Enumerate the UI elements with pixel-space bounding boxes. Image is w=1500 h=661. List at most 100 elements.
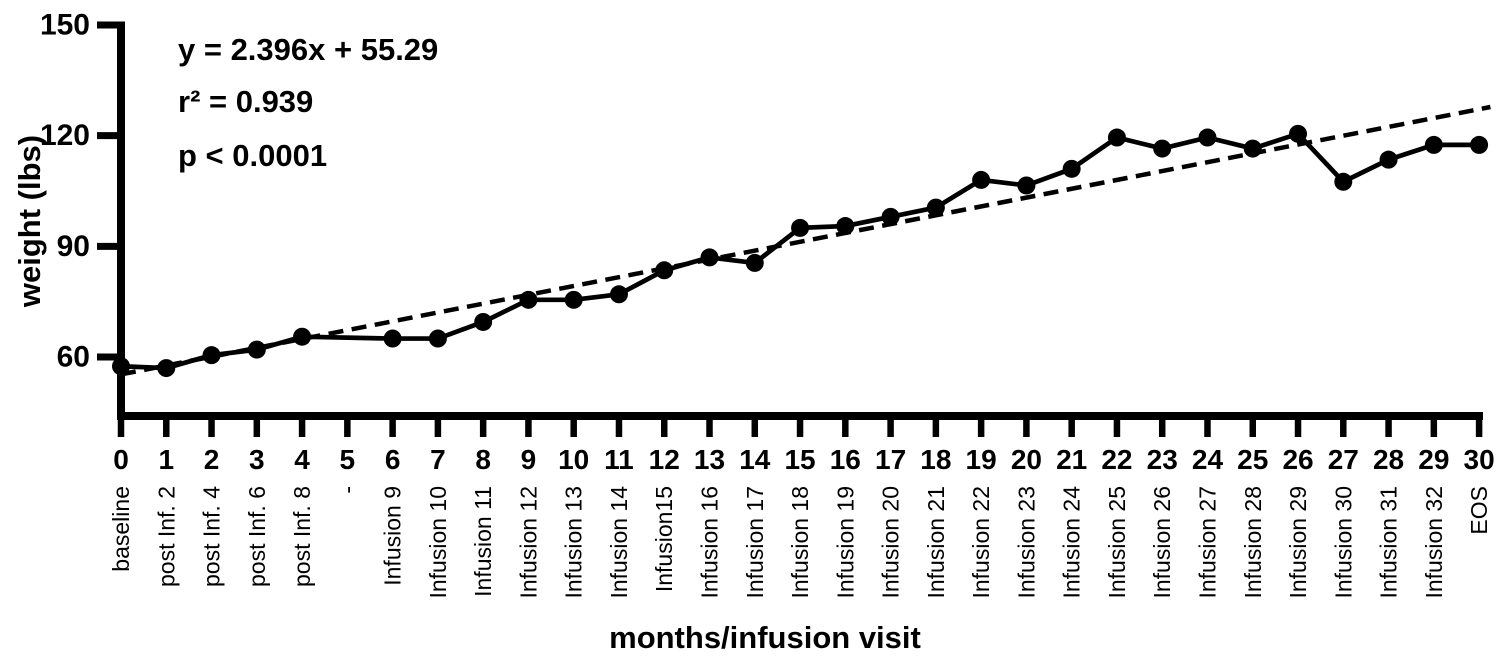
data-point: [157, 359, 176, 378]
data-point: [1107, 128, 1126, 147]
data-point: [791, 218, 810, 237]
y-axis-title: weight (lbs): [12, 135, 47, 308]
x-month-label: 4: [294, 444, 310, 475]
data-point: [428, 329, 447, 348]
x-visit-label: Infusion 11: [470, 486, 496, 597]
x-month-label: 21: [1056, 444, 1087, 475]
y-tick-label: 120: [40, 119, 90, 152]
x-visit-label: Infusion 9: [380, 486, 406, 586]
data-point: [1062, 159, 1081, 178]
data-point: [700, 248, 719, 267]
x-month-label: 25: [1237, 444, 1268, 475]
y-tick-label: 150: [40, 8, 90, 41]
x-month-label: 10: [558, 444, 589, 475]
x-visit-label: Infusion 23: [1013, 486, 1039, 599]
x-month-label: 19: [966, 444, 997, 475]
data-point: [836, 217, 855, 236]
data-point: [383, 329, 402, 348]
x-visit-label: Infusion 22: [968, 486, 994, 599]
data-point: [881, 207, 900, 226]
x-month-label: 29: [1418, 444, 1449, 475]
x-visit-label: post Inf. 6: [244, 486, 270, 587]
x-visit-label: Infusion 17: [742, 486, 768, 599]
x-visit-label: Infusion 29: [1285, 486, 1311, 599]
x-visit-label: Infusion 19: [832, 486, 858, 599]
x-month-label: 2: [204, 444, 220, 475]
x-visit-label: Infusion 10: [425, 486, 451, 599]
data-point: [745, 253, 764, 272]
x-month-label: 12: [649, 444, 680, 475]
x-month-label: 13: [694, 444, 725, 475]
x-visit-label: Infusion 25: [1104, 486, 1130, 599]
data-point: [1153, 139, 1172, 158]
x-month-label: 20: [1011, 444, 1042, 475]
data-point: [1334, 172, 1353, 191]
data-point: [1243, 139, 1262, 158]
data-point: [1470, 135, 1489, 154]
data-point: [1379, 150, 1398, 169]
x-visit-label: Infusion 20: [878, 486, 904, 599]
x-visit-label: post Inf. 8: [289, 486, 315, 587]
data-point: [609, 285, 628, 304]
data-point: [1424, 135, 1443, 154]
data-point: [247, 340, 266, 359]
x-month-label: 27: [1328, 444, 1359, 475]
data-point: [1289, 124, 1308, 143]
x-month-label: 1: [158, 444, 174, 475]
x-visit-label: Infusion 18: [787, 486, 813, 599]
x-month-label: 22: [1101, 444, 1132, 475]
x-visit-label: Infusion 21: [923, 486, 949, 599]
x-month-label: 7: [430, 444, 446, 475]
x-month-label: 30: [1464, 444, 1495, 475]
p-value-label: p < 0.0001: [178, 138, 327, 173]
data-point: [1017, 176, 1036, 195]
x-month-label: 14: [739, 444, 771, 475]
x-month-label: 24: [1192, 444, 1224, 475]
data-point: [564, 290, 583, 309]
x-month-label: 8: [475, 444, 491, 475]
x-visit-label: Infusion 26: [1149, 486, 1175, 599]
trend-line: [120, 104, 1491, 377]
x-month-label: 6: [385, 444, 401, 475]
regression-equation-label: y = 2.396x + 55.29: [178, 32, 438, 67]
x-visit-label: Infusion 14: [606, 486, 632, 599]
x-axis-title: months/infusion visit: [609, 620, 921, 655]
data-point: [926, 198, 945, 217]
x-visit-label: Infusion 27: [1194, 486, 1220, 599]
x-visit-label: Infusion15: [651, 486, 677, 592]
x-visit-label: baseline: [108, 486, 134, 572]
x-visit-label: Infusion 30: [1330, 486, 1356, 599]
data-point: [1198, 128, 1217, 147]
x-visit-label: post Inf. 2: [153, 486, 179, 587]
x-month-label: 16: [830, 444, 861, 475]
data-point: [655, 261, 674, 280]
x-month-label: 26: [1282, 444, 1313, 475]
x-visit-label: Infusion 16: [697, 486, 723, 599]
x-month-label: 0: [113, 444, 129, 475]
data-point: [519, 290, 538, 309]
x-visit-label: Infusion 13: [561, 486, 587, 599]
x-month-label: 5: [340, 444, 356, 475]
x-month-label: 3: [249, 444, 265, 475]
y-tick-label: 90: [57, 230, 90, 263]
weight-data-series: [112, 124, 1489, 378]
data-point: [972, 170, 991, 189]
x-visit-label: -: [334, 486, 360, 494]
data-point: [474, 312, 493, 331]
data-point: [112, 357, 130, 376]
x-month-label: 9: [521, 444, 537, 475]
x-visit-label: EOS: [1466, 486, 1492, 535]
x-month-label: 23: [1147, 444, 1178, 475]
x-month-label: 17: [875, 444, 906, 475]
x-axis-visit-labels: baseline post Inf. 2 post Inf. 4 post Inf. …: [108, 486, 1492, 599]
x-axis-month-labels: 0 1 2 3 4 5 6 7 8 9 10 11 12 13 14 15 16 17 18 19 20 21 22 23 24…: [113, 444, 1494, 475]
x-month-label: 15: [784, 444, 815, 475]
x-visit-label: Infusion 31: [1376, 486, 1402, 599]
x-visit-label: Infusion 28: [1240, 486, 1266, 599]
y-tick-label: 60: [57, 341, 90, 374]
regression-trend-line: [120, 104, 1491, 377]
x-axis-ticks: [117, 416, 1483, 437]
data-point: [202, 346, 221, 365]
